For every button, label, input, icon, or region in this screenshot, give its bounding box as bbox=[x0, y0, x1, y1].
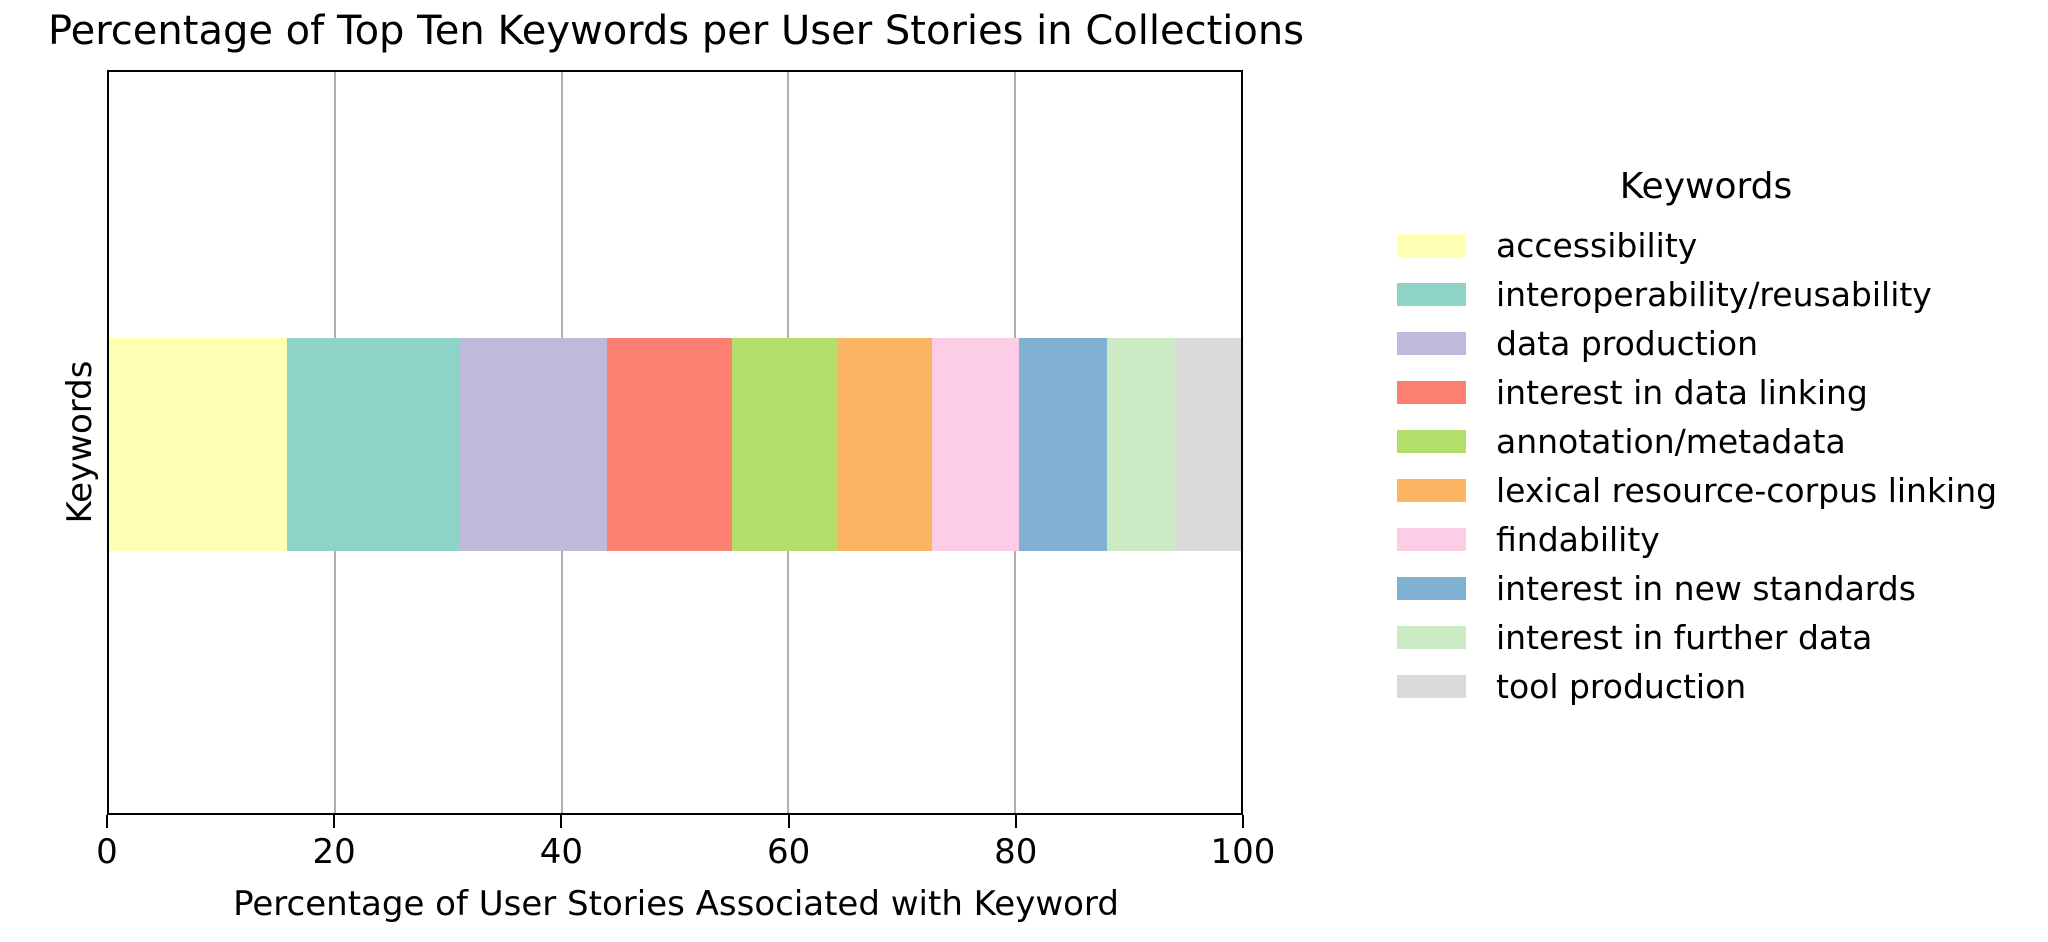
x-axis-label: Percentage of User Stories Associated wi… bbox=[233, 884, 1119, 924]
plot-area bbox=[107, 70, 1243, 815]
x-tick-mark-40 bbox=[560, 815, 563, 828]
bar-segment-lexical-resource-corpus-linking bbox=[837, 338, 932, 551]
stacked-bar bbox=[109, 338, 1241, 551]
legend-item: findability bbox=[1390, 519, 2022, 560]
legend-item: tool production bbox=[1390, 666, 2022, 707]
chart-title: Percentage of Top Ten Keywords per User … bbox=[47, 8, 1305, 54]
legend-item: interest in further data bbox=[1390, 617, 2022, 658]
x-tick-mark-100 bbox=[1242, 815, 1244, 828]
legend-swatch-icon bbox=[1397, 234, 1466, 257]
legend-item: accessibility bbox=[1390, 225, 2022, 266]
bar-segment-interest-in-further-data bbox=[1107, 338, 1176, 551]
legend-swatch-icon bbox=[1397, 528, 1466, 551]
x-tick-label-0: 0 bbox=[96, 832, 118, 872]
legend-label: tool production bbox=[1496, 667, 1747, 706]
legend-swatch-icon bbox=[1397, 626, 1466, 649]
bar-segment-accessibility bbox=[109, 338, 287, 551]
x-tick-mark-80 bbox=[1014, 815, 1017, 828]
bar-segment-interoperability-reusability bbox=[286, 338, 460, 551]
x-tick-label-60: 60 bbox=[766, 832, 811, 872]
x-tick-mark-0 bbox=[106, 815, 108, 828]
legend-item: annotation/metadata bbox=[1390, 421, 2022, 462]
bar-segment-findability bbox=[931, 338, 1020, 551]
legend-label: interoperability/reusability bbox=[1496, 275, 1932, 314]
legend: Keywords accessibility interoperability/r… bbox=[1390, 165, 2022, 715]
legend-item: interest in data linking bbox=[1390, 372, 2022, 413]
legend-label: interest in further data bbox=[1496, 618, 1873, 657]
legend-swatch-icon bbox=[1397, 332, 1466, 355]
x-tick-mark-60 bbox=[787, 815, 790, 828]
legend-label: interest in new standards bbox=[1496, 569, 1916, 608]
legend-swatch-icon bbox=[1397, 430, 1466, 453]
legend-swatch-icon bbox=[1397, 283, 1466, 306]
x-tick-label-80: 80 bbox=[994, 832, 1038, 872]
bar-segment-annotation-metadata bbox=[731, 338, 838, 551]
bar-segment-interest-in-new-standards bbox=[1019, 338, 1108, 551]
x-tick-mark-20 bbox=[333, 815, 336, 828]
bar-segment-interest-in-data-linking bbox=[607, 338, 732, 551]
bar-segment-data-production bbox=[459, 338, 608, 551]
legend-label: lexical resource-corpus linking bbox=[1496, 471, 1998, 510]
legend-item: data production bbox=[1390, 323, 2022, 364]
legend-item: lexical resource-corpus linking bbox=[1390, 470, 2022, 511]
legend-swatch-icon bbox=[1397, 577, 1466, 600]
x-tick-label-20: 20 bbox=[312, 832, 356, 872]
bar-segment-tool-production bbox=[1175, 338, 1241, 551]
y-axis-label: Keywords bbox=[60, 360, 100, 524]
legend-label: annotation/metadata bbox=[1496, 422, 1846, 461]
legend-items: accessibility interoperability/reusabilit… bbox=[1390, 225, 2022, 707]
legend-swatch-icon bbox=[1397, 479, 1466, 502]
x-tick-label-100: 100 bbox=[1210, 832, 1276, 872]
legend-label: interest in data linking bbox=[1496, 373, 1868, 412]
legend-label: accessibility bbox=[1496, 226, 1698, 265]
legend-swatch-icon bbox=[1397, 675, 1466, 698]
x-tick-label-40: 40 bbox=[539, 832, 584, 872]
legend-title: Keywords bbox=[1619, 166, 1793, 207]
legend-item: interoperability/reusability bbox=[1390, 274, 2022, 315]
legend-label: findability bbox=[1496, 520, 1660, 559]
legend-label: data production bbox=[1496, 324, 1759, 363]
legend-swatch-icon bbox=[1397, 381, 1466, 404]
legend-item: interest in new standards bbox=[1390, 568, 2022, 609]
